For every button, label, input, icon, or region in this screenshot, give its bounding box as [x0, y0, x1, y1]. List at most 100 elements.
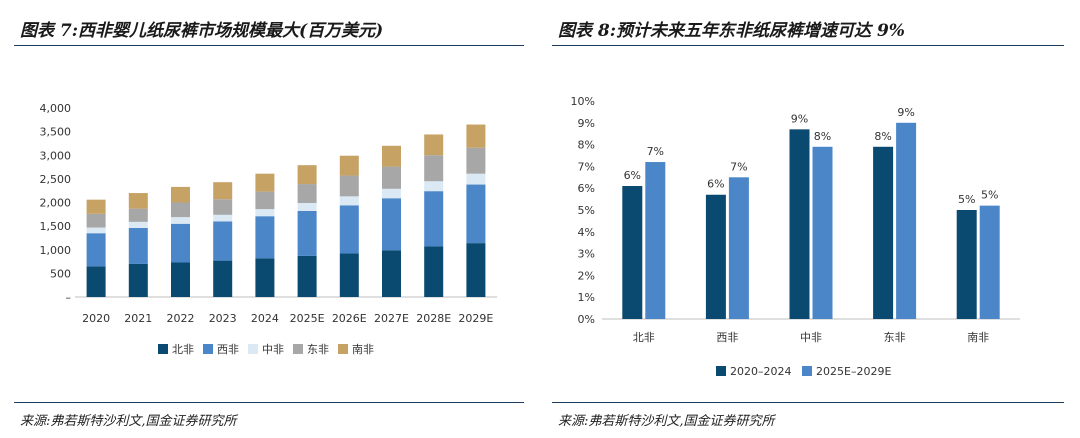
- top-rule-right: [552, 45, 1064, 46]
- legend-swatch: [802, 366, 812, 376]
- stacked-bar-segment: [466, 173, 486, 185]
- legend-label: 2025E–2029E: [816, 365, 891, 378]
- stacked-bar-segment: [255, 191, 275, 210]
- stacked-bar-segment: [255, 216, 275, 259]
- x-tick-label: 北非: [633, 331, 655, 344]
- stacked-bar-segment: [466, 124, 486, 148]
- bar-data-label: 6%: [707, 178, 724, 191]
- stacked-bar-segment: [86, 199, 106, 214]
- bar-data-label: 7%: [730, 160, 747, 173]
- stacked-bar-segment: [339, 196, 359, 206]
- stacked-bar-segment: [466, 243, 486, 297]
- market-size-stacked-bar-chart: – 500 1,000 1,500 2,000 2,500 3,000 3,500 4,000 2…: [40, 102, 497, 356]
- x-tick-label: 2027E: [374, 312, 409, 325]
- stacked-bar-segment: [128, 208, 148, 222]
- y-tick-label: 2,500: [40, 173, 72, 186]
- right-figure-title: 图表 8:预计未来五年东非纸尿裤增速可达 9%: [558, 21, 905, 41]
- bar-data-label: 5%: [981, 189, 998, 202]
- y-tick-label: 8%: [578, 139, 595, 152]
- stacked-bar-segment: [86, 213, 106, 228]
- y-tick-label: 3,000: [40, 149, 72, 162]
- stacked-bar-segment: [424, 134, 444, 156]
- grouped-bar: [705, 194, 726, 319]
- stacked-bar-segment: [424, 181, 444, 192]
- x-tick-label: 2028E: [416, 312, 451, 325]
- legend-swatch: [158, 344, 168, 354]
- legend-swatch: [338, 344, 348, 354]
- stacked-bar-segment: [171, 186, 190, 203]
- bar-data-label: 5%: [958, 193, 975, 206]
- legend-swatch: [248, 344, 258, 354]
- grouped-bar: [789, 129, 810, 319]
- stacked-bar-segment: [128, 193, 148, 209]
- grouped-bar: [728, 177, 749, 319]
- stacked-bar-segment: [213, 214, 233, 222]
- legend-label: 北非: [172, 343, 194, 356]
- x-tick-label: 2023: [209, 312, 237, 325]
- stacked-bar-segment: [382, 145, 401, 167]
- y-tick-label: 500: [50, 267, 71, 280]
- y-tick-label: 2,000: [40, 197, 72, 210]
- y-tick-label: 3%: [578, 248, 595, 261]
- stacked-bar-segment: [171, 202, 190, 218]
- stacked-bar-segment: [339, 155, 359, 176]
- bar-data-label: 9%: [791, 112, 808, 125]
- bottom-rule-right: [552, 402, 1064, 403]
- stacked-bar-segment: [171, 223, 190, 263]
- stacked-bar-segment: [466, 184, 486, 244]
- x-tick-label: 2022: [167, 312, 195, 325]
- stacked-bar-segment: [171, 217, 190, 224]
- stacked-bar-segment: [339, 205, 359, 254]
- stacked-bar-segment: [382, 166, 401, 189]
- legend-label: 中非: [262, 343, 284, 356]
- stacked-bar-segment: [382, 198, 401, 251]
- x-tick-label: 2026E: [332, 312, 367, 325]
- y-tick-label: 6%: [578, 182, 595, 195]
- stacked-bar-segment: [424, 155, 444, 182]
- stacked-bar-segment: [297, 165, 317, 185]
- top-rule-left: [14, 45, 524, 46]
- y-tick-label: 1,000: [40, 244, 72, 257]
- stacked-bar-segment: [297, 202, 317, 212]
- y-tick-label: 3,500: [40, 126, 72, 139]
- x-tick-label: 东非: [884, 331, 906, 344]
- stacked-bar-segment: [297, 255, 317, 297]
- legend-label: 2020–2024: [730, 365, 792, 378]
- legend-label: 南非: [352, 343, 374, 356]
- y-tick-label: 9%: [578, 117, 595, 130]
- stacked-bar-segment: [171, 262, 190, 297]
- stacked-bar-segment: [339, 253, 359, 297]
- x-tick-label: 2029E: [458, 312, 493, 325]
- x-tick-label: 中非: [800, 331, 822, 344]
- stacked-bar-segment: [213, 221, 233, 261]
- stacked-bar-segment: [255, 209, 275, 217]
- bar-data-label: 8%: [874, 130, 891, 143]
- bottom-rule-left: [14, 402, 524, 403]
- y-tick-label: 4%: [578, 226, 595, 239]
- y-tick-label: 1,500: [40, 220, 72, 233]
- stacked-bar-segment: [297, 184, 317, 203]
- stacked-bar-segment: [382, 188, 401, 199]
- bar-data-label: 9%: [897, 106, 914, 119]
- left-source-note: 来源:弗若斯特沙利文,国金证券研究所: [20, 414, 237, 429]
- stacked-bar-segment: [213, 199, 233, 215]
- stacked-bar-segment: [297, 211, 317, 256]
- stacked-bar-segment: [424, 246, 444, 297]
- left-figure-title: 图表 7:西非婴儿纸尿裤市场规模最大(百万美元): [20, 21, 384, 41]
- stacked-bar-segment: [213, 182, 233, 200]
- stacked-bar-segment: [86, 227, 106, 234]
- y-tick-label: 7%: [578, 160, 595, 173]
- grouped-bar: [812, 146, 833, 319]
- bar-data-label: 6%: [624, 169, 641, 182]
- stacked-bar-segment: [466, 147, 486, 174]
- y-tick-label: 1%: [578, 291, 595, 304]
- growth-rate-bar-chart: 0% 1% 2% 3% 4% 5% 6% 7% 8% 9% 10% 6% 7% 北非 6% 7% 西非 9% 8% 中…: [571, 95, 1020, 378]
- stacked-bar-segment: [339, 175, 359, 197]
- legend-label: 东非: [307, 343, 329, 356]
- legend-swatch: [716, 366, 726, 376]
- y-tick-label: 2%: [578, 269, 595, 282]
- y-tick-label: 5%: [578, 204, 595, 217]
- stacked-bar-segment: [128, 228, 148, 264]
- stacked-bar-segment: [255, 258, 275, 297]
- grouped-bar: [896, 122, 917, 319]
